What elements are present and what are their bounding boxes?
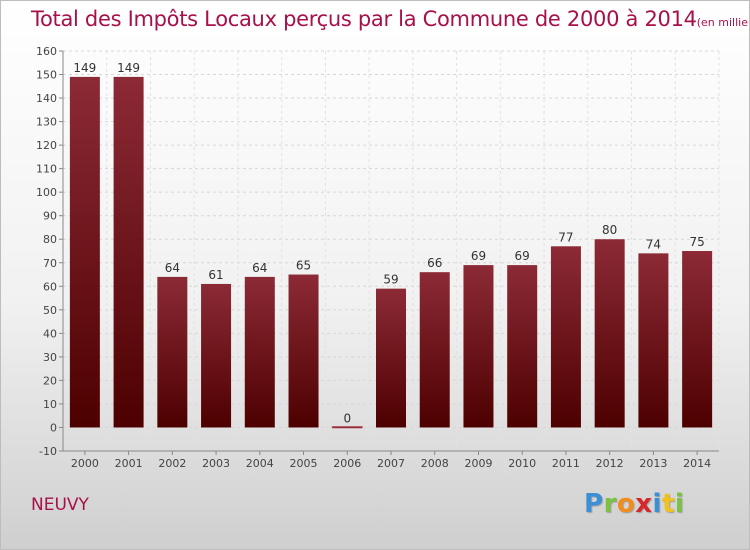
x-tick-label: 2002	[158, 457, 186, 470]
bar	[245, 277, 275, 428]
x-tick-label: 2009	[464, 457, 492, 470]
bar	[595, 239, 625, 427]
bar	[551, 246, 581, 427]
bar-value-label: 65	[296, 259, 311, 273]
x-tick-label: 2013	[639, 457, 667, 470]
y-tick-label: 20	[43, 374, 57, 387]
y-tick-label: 110	[36, 163, 57, 176]
y-tick-label: 60	[43, 280, 57, 293]
bar	[332, 426, 362, 428]
y-tick-label: 30	[43, 351, 57, 364]
bar	[507, 265, 537, 427]
bar	[376, 289, 406, 428]
bar-value-label: 69	[471, 249, 486, 263]
bar-value-label: 75	[689, 235, 704, 249]
y-tick-label: 150	[36, 69, 57, 82]
x-tick-label: 2003	[202, 457, 230, 470]
proxiti-logo: Proxiti	[584, 489, 684, 519]
y-tick-label: 120	[36, 139, 57, 152]
logo-letter: i	[653, 489, 662, 519]
logo-letter: t	[662, 489, 675, 519]
y-tick-label: 40	[43, 327, 57, 340]
y-tick-label: 70	[43, 257, 57, 270]
x-tick-label: 2006	[333, 457, 361, 470]
bar-value-label: 77	[558, 230, 573, 244]
bar	[114, 77, 144, 428]
bar-value-label: 149	[117, 61, 140, 75]
bar	[157, 277, 187, 428]
y-tick-label: -10	[39, 445, 57, 458]
bar	[201, 284, 231, 428]
x-tick-label: 2001	[115, 457, 143, 470]
logo-letter: P	[584, 489, 604, 519]
bar-value-label: 61	[208, 268, 223, 282]
x-tick-label: 2005	[290, 457, 318, 470]
bar-value-label: 59	[383, 273, 398, 287]
y-tick-label: 80	[43, 233, 57, 246]
bar-chart: -10 0 10 20 30 40 50 60 70 80 90 100 110 120 130 140 150…	[1, 1, 749, 549]
bar	[289, 275, 319, 428]
bar-value-label: 64	[252, 261, 267, 275]
bar	[463, 265, 493, 427]
bars	[70, 77, 712, 428]
x-tick-label: 2011	[552, 457, 580, 470]
bar	[70, 77, 100, 428]
y-tick-label: 0	[50, 421, 57, 434]
bar-value-label: 0	[343, 411, 351, 425]
x-tick-label: 2014	[683, 457, 711, 470]
bar-value-label: 64	[165, 261, 180, 275]
bar-value-label: 80	[602, 223, 617, 237]
bar-value-label: 69	[515, 249, 530, 263]
x-tick-label: 2008	[421, 457, 449, 470]
logo-letter: r	[604, 489, 617, 519]
x-tick-label: 2012	[596, 457, 624, 470]
y-tick-label: 10	[43, 398, 57, 411]
y-tick-label: 160	[36, 45, 57, 58]
chart-frame: Total des Impôts Locaux perçus par la Co…	[0, 0, 750, 550]
y-tick-label: 50	[43, 304, 57, 317]
x-tick-label: 2004	[246, 457, 274, 470]
y-tick-label: 100	[36, 186, 57, 199]
bar	[420, 272, 450, 427]
bar	[638, 253, 668, 427]
y-tick-label: 130	[36, 116, 57, 129]
bar-value-label: 66	[427, 256, 442, 270]
x-tick-label: 2000	[71, 457, 99, 470]
logo-letter: o	[617, 489, 635, 519]
logo-letter: i	[675, 489, 684, 519]
bar-value-label: 74	[646, 237, 661, 251]
y-tick-label: 90	[43, 210, 57, 223]
x-tick-label: 2010	[508, 457, 536, 470]
bar-value-label: 149	[73, 61, 96, 75]
logo-letter: x	[635, 489, 652, 519]
x-tick-label: 2007	[377, 457, 405, 470]
bar	[682, 251, 712, 427]
commune-name: NEUVY	[31, 495, 89, 515]
y-tick-label: 140	[36, 92, 57, 105]
